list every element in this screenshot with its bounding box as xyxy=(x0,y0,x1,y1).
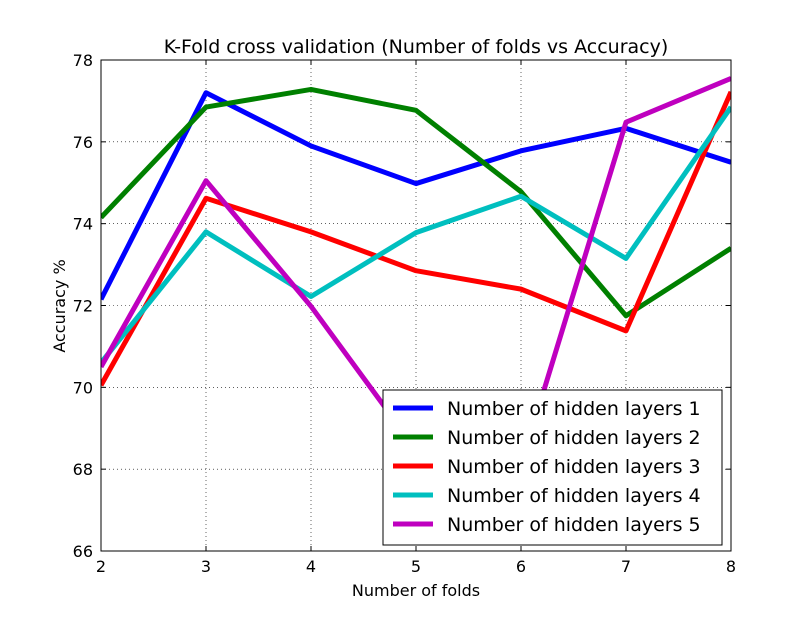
x-tick-label: 6 xyxy=(516,557,526,576)
x-axis-label: Number of folds xyxy=(352,581,480,600)
y-tick-label: 76 xyxy=(73,133,93,152)
chart-title: K-Fold cross validation (Number of folds… xyxy=(164,36,669,58)
x-tick-label: 8 xyxy=(726,557,736,576)
legend-label-1: Number of hidden layers 1 xyxy=(447,398,701,420)
y-tick-label: 68 xyxy=(73,460,93,479)
legend-label-3: Number of hidden layers 3 xyxy=(447,456,701,478)
legend-box xyxy=(382,389,723,546)
series-line-4 xyxy=(101,105,731,365)
y-tick-label: 74 xyxy=(73,215,93,234)
legend: Number of hidden layers 1 Number of hidde… xyxy=(382,389,723,546)
x-tick-label: 4 xyxy=(306,557,316,576)
x-tick-label: 3 xyxy=(201,557,211,576)
y-axis-label: Accuracy % xyxy=(50,259,69,352)
y-tick-label: 78 xyxy=(73,51,93,70)
x-tick-label: 2 xyxy=(96,557,106,576)
y-tick-label: 66 xyxy=(73,542,93,561)
legend-label-2: Number of hidden layers 2 xyxy=(447,427,701,449)
legend-label-4: Number of hidden layers 4 xyxy=(447,485,701,507)
y-tick-label: 72 xyxy=(73,297,93,316)
y-tick-label: 70 xyxy=(73,378,93,397)
series-line-3 xyxy=(101,90,731,387)
x-tick-label: 7 xyxy=(621,557,631,576)
series-group xyxy=(101,76,731,468)
series-line-2 xyxy=(101,86,731,319)
legend-label-5: Number of hidden layers 5 xyxy=(447,514,701,536)
x-tick-label: 5 xyxy=(411,557,421,576)
